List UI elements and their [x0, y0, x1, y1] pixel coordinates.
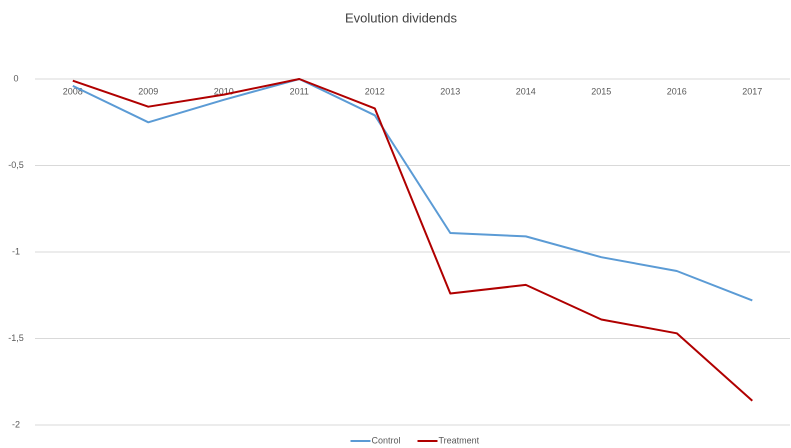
legend-label: Control [372, 435, 401, 445]
x-tick-label: 2014 [516, 86, 536, 96]
x-tick-label: 2008 [63, 86, 83, 96]
y-tick-label: -2 [12, 419, 20, 429]
y-tick-label: -1,5 [8, 333, 24, 343]
x-tick-label: 2015 [591, 86, 611, 96]
x-tick-label: 2009 [138, 86, 158, 96]
y-tick-label: -1 [12, 246, 20, 256]
x-tick-label: 2013 [440, 86, 460, 96]
x-tick-label: 2017 [742, 86, 762, 96]
x-tick-label: 2016 [667, 86, 687, 96]
chart-title: Evolution dividends [345, 10, 458, 25]
x-tick-label: 2010 [214, 86, 234, 96]
x-tick-label: 2011 [290, 86, 309, 96]
series-line [72, 78, 753, 302]
y-tick-label: 0 [13, 73, 18, 83]
x-tick-label: 2012 [365, 86, 385, 96]
y-tick-label: -0,5 [8, 160, 24, 170]
legend-label: Treatment [439, 435, 480, 445]
series-line [72, 78, 753, 402]
